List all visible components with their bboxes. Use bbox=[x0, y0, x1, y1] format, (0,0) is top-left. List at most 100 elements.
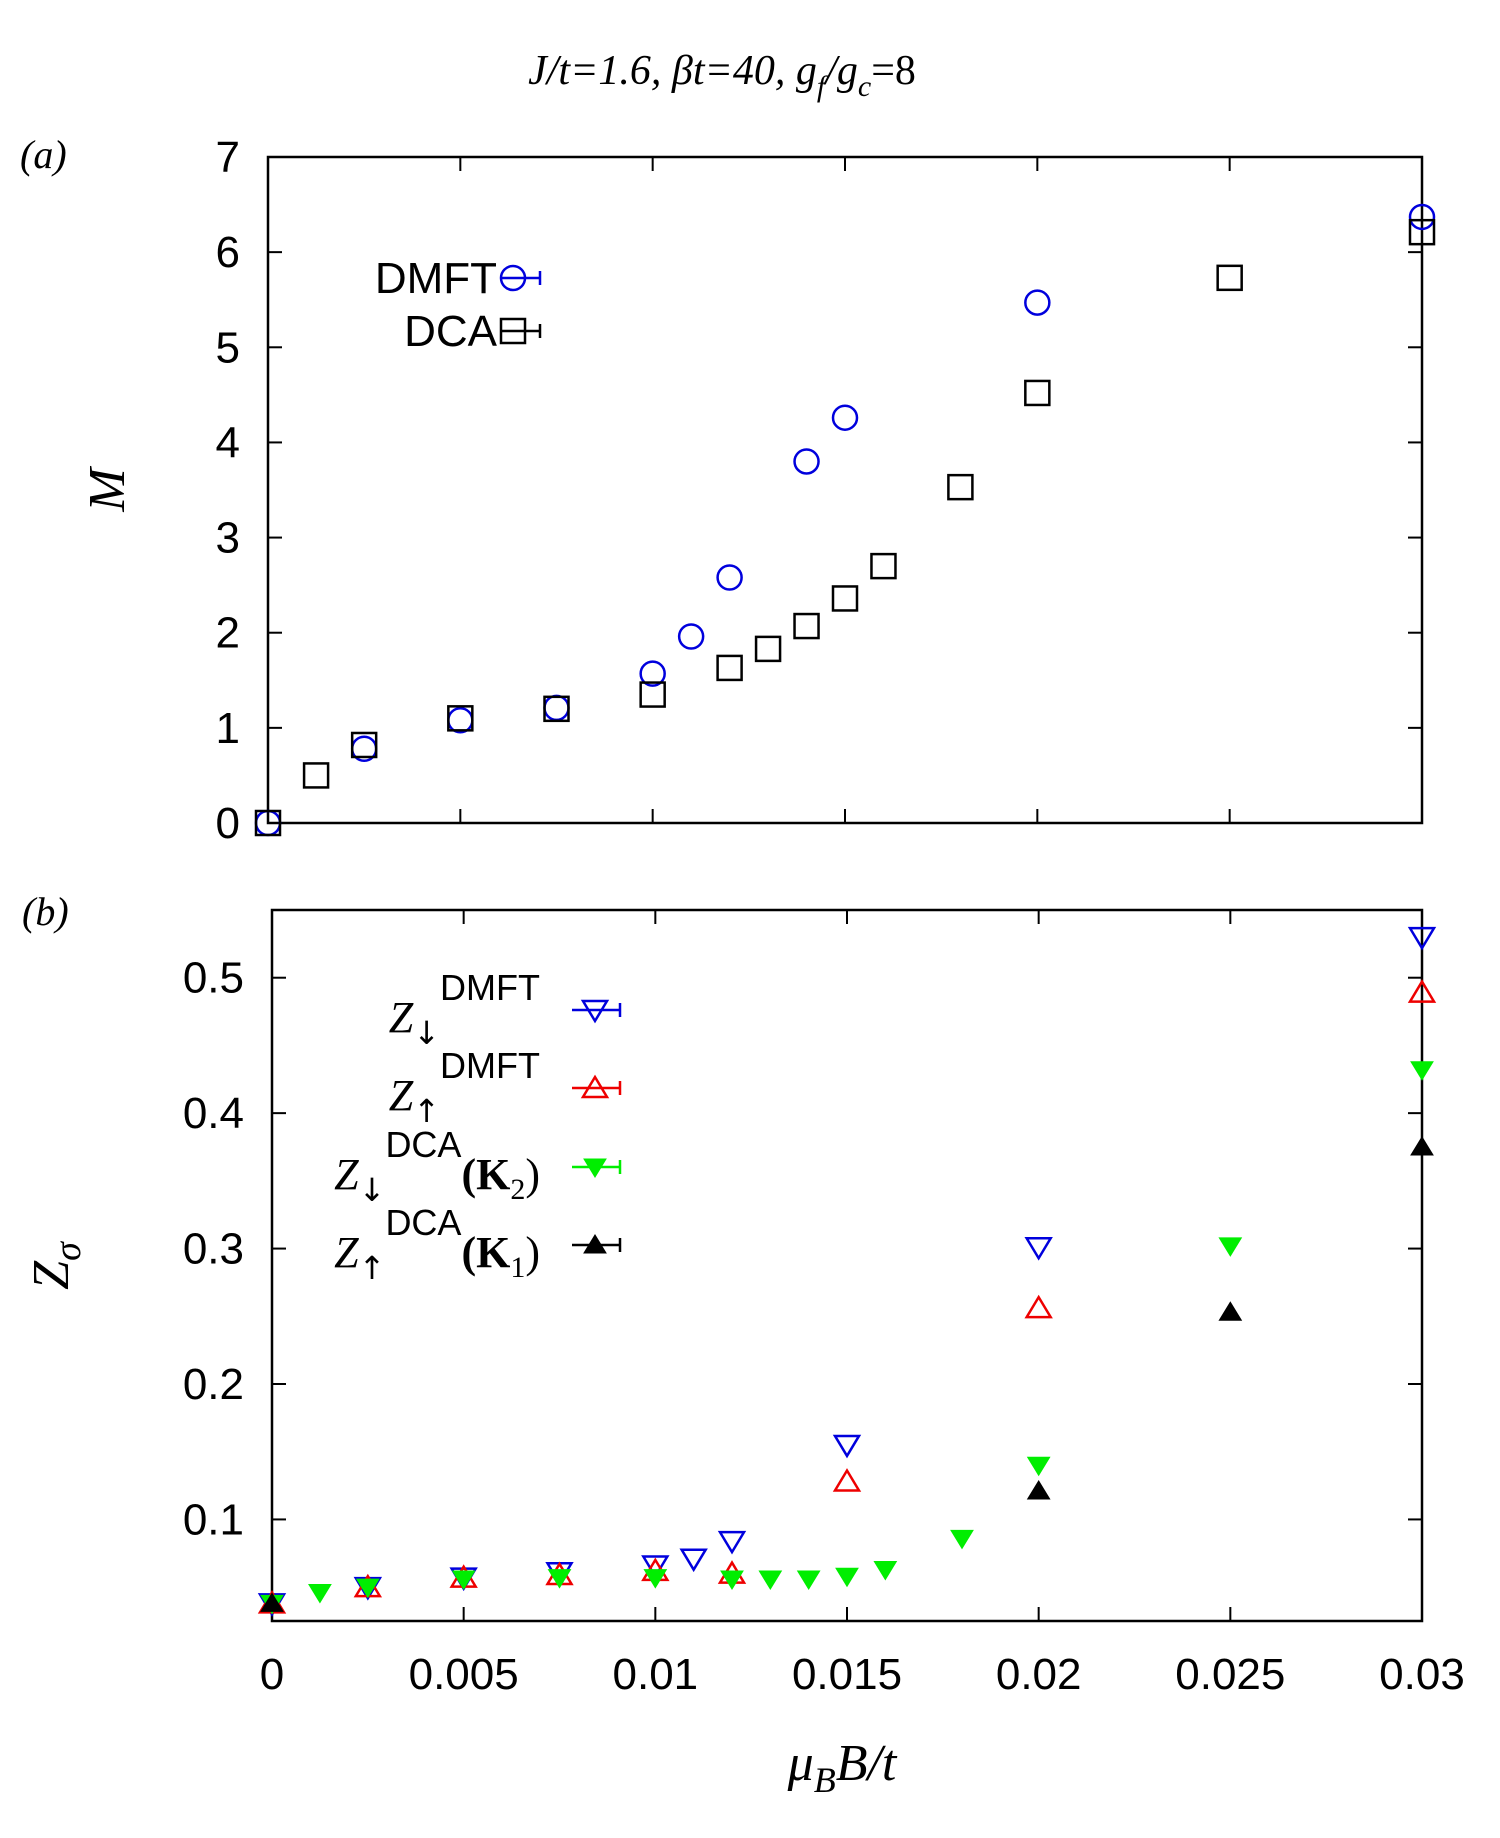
x-tick-label: 0.03 bbox=[1379, 1650, 1465, 1699]
legend-sup: DMFT bbox=[440, 967, 540, 1008]
data-point bbox=[720, 1570, 744, 1590]
y-tick-label: 0.3 bbox=[183, 1225, 244, 1274]
legend-arrow: ↑ bbox=[359, 1249, 386, 1287]
y-label-z: Z bbox=[23, 1260, 80, 1290]
data-point bbox=[1407, 979, 1437, 1003]
legend-arrow: ↓ bbox=[413, 1014, 440, 1052]
legend-k-sub: 1 bbox=[510, 1251, 525, 1284]
legend-k: (K bbox=[461, 1150, 510, 1199]
y-tick-label: 4 bbox=[216, 418, 240, 467]
data-point bbox=[1026, 1480, 1051, 1500]
title-slash: /g bbox=[823, 48, 858, 94]
data-point bbox=[717, 1530, 747, 1555]
data-point bbox=[302, 762, 330, 789]
y-tick-label: 6 bbox=[216, 228, 240, 277]
data-point bbox=[543, 694, 570, 722]
legend-z: Z bbox=[389, 993, 414, 1042]
legend-label: DCA bbox=[404, 307, 498, 356]
data-point bbox=[1410, 1136, 1434, 1156]
x-label-tail: B/t bbox=[836, 1735, 898, 1792]
legend-k: (K bbox=[461, 1228, 510, 1277]
legend-k-close: ) bbox=[525, 1228, 540, 1277]
data-point bbox=[254, 809, 282, 837]
series-filled-triangle-down bbox=[260, 1061, 1434, 1615]
data-point bbox=[308, 1584, 332, 1604]
x-axis-label: μBB/t bbox=[787, 1735, 898, 1800]
panel-b-frame bbox=[270, 908, 1424, 1623]
y-tick-label: 7 bbox=[216, 133, 240, 182]
x-tick-label: 0.01 bbox=[613, 1650, 699, 1699]
panel-b-marks bbox=[257, 926, 1437, 1617]
x-tick-label: 0.015 bbox=[792, 1650, 902, 1699]
legend-label: Z↓DMFT bbox=[389, 967, 540, 1052]
data-point bbox=[870, 552, 897, 580]
series-open-square bbox=[254, 218, 1436, 837]
legend-label: Z↑ DCA(K1) bbox=[334, 1202, 540, 1287]
data-point bbox=[543, 695, 570, 723]
data-point bbox=[677, 623, 705, 650]
data-point bbox=[1218, 1301, 1243, 1321]
data-point bbox=[873, 1561, 898, 1581]
legend-marker bbox=[580, 1074, 610, 1099]
y-tick-label: 3 bbox=[216, 514, 240, 563]
data-point bbox=[831, 404, 859, 431]
data-point bbox=[639, 681, 666, 708]
x-tick-label: 0 bbox=[260, 1650, 284, 1699]
data-point bbox=[1024, 1294, 1053, 1319]
data-point bbox=[1408, 218, 1436, 246]
data-point bbox=[793, 448, 820, 475]
legend-k-sub: 2 bbox=[510, 1173, 525, 1206]
data-point bbox=[641, 1555, 670, 1579]
legend-marker bbox=[583, 1234, 607, 1254]
data-point bbox=[1408, 203, 1436, 231]
y-tick-label: 5 bbox=[216, 323, 240, 372]
legend-label: DMFT bbox=[375, 254, 497, 303]
data-point bbox=[796, 1570, 821, 1590]
y-tick-label: 0 bbox=[216, 799, 240, 848]
legend-arrow: ↓ bbox=[359, 1171, 386, 1209]
y-tick-label: 0.2 bbox=[183, 1360, 244, 1409]
title-c-sub: c bbox=[858, 70, 871, 103]
x-tick-label: 0.005 bbox=[409, 1650, 519, 1699]
data-point bbox=[832, 1434, 862, 1459]
panel-b-ticks: 0 0.005 0.01 0.015 0.02 0.025 0.03 0.1 0.2 0.3 0.4… bbox=[183, 910, 1465, 1699]
data-point bbox=[947, 473, 974, 501]
data-point bbox=[950, 1529, 974, 1550]
series-filled-triangle-up bbox=[260, 1136, 1434, 1612]
x-tick-label: 0.02 bbox=[996, 1650, 1082, 1699]
panel-a-label: (a) bbox=[20, 132, 67, 177]
data-point bbox=[1026, 1456, 1051, 1477]
legend-sup: DCA bbox=[385, 1202, 461, 1243]
data-point bbox=[1410, 1061, 1434, 1081]
data-point bbox=[643, 1569, 668, 1589]
panel-b: (b) 0 0.005 0.01 0.015 0.02 0.025 0.03 0.1 0.2 0.… bbox=[22, 889, 1465, 1699]
data-point bbox=[832, 1468, 862, 1492]
data-point bbox=[831, 585, 859, 612]
series-open-triangle-up bbox=[257, 979, 1437, 1614]
title-main: J/t=1.6, βt=40, g bbox=[528, 48, 817, 94]
legend-sup: DCA bbox=[385, 1124, 461, 1165]
data-point bbox=[1024, 379, 1051, 407]
data-point bbox=[754, 635, 782, 663]
legend-marker bbox=[499, 317, 527, 345]
data-point bbox=[1407, 926, 1437, 951]
y-tick-label: 2 bbox=[216, 609, 240, 658]
legend-marker bbox=[580, 999, 610, 1024]
data-point bbox=[758, 1570, 783, 1590]
data-point bbox=[716, 654, 743, 682]
data-point bbox=[1024, 289, 1051, 316]
figure-title: J/t=1.6, βt=40, gf/gc=8 bbox=[528, 48, 916, 103]
legend-z: Z bbox=[334, 1150, 359, 1199]
data-point bbox=[835, 1567, 859, 1588]
y-tick-label: 0.4 bbox=[183, 1089, 244, 1138]
data-point bbox=[451, 1570, 476, 1590]
data-point bbox=[1024, 1236, 1053, 1261]
legend-z: Z bbox=[334, 1228, 359, 1277]
legend-label: Z↓ DCA(K2) bbox=[334, 1124, 540, 1209]
legend-marker bbox=[499, 264, 527, 292]
panel-a-y-axis-label: M bbox=[79, 466, 136, 513]
